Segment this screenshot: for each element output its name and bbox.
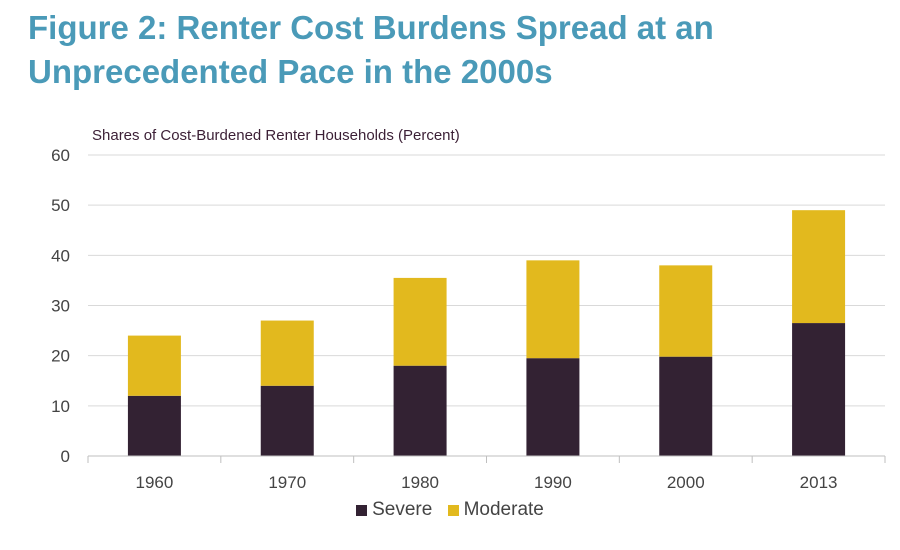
y-tick-label: 60	[51, 146, 70, 165]
bar-severe-1970	[260, 385, 314, 456]
bar-moderate-1960	[127, 335, 181, 396]
figure-title-line-1: Figure 2: Renter Cost Burdens Spread at …	[28, 9, 714, 46]
bar-severe-2000	[659, 356, 713, 456]
gridlines	[88, 154, 885, 407]
bar-severe-1990	[526, 358, 580, 456]
x-tick-label: 1980	[401, 473, 439, 492]
figure-title-line-2: Unprecedented Pace in the 2000s	[28, 53, 553, 90]
figure-title: Figure 2: Renter Cost Burdens Spread at …	[28, 6, 878, 94]
bar-severe-1980	[393, 365, 447, 456]
y-tick-label: 0	[61, 447, 70, 466]
bar-chart: 0 10 20 30 40 50 60 1960 1970 1980 1990 2000 2013	[51, 146, 886, 492]
legend-label-moderate: Moderate	[463, 499, 544, 520]
legend-swatch-moderate	[447, 504, 459, 516]
legend-item-severe: Severe	[356, 499, 432, 521]
y-axis-ticks: 0 10 20 30 40 50 60	[51, 146, 70, 466]
x-axis-ticks: 1960 1970 1980 1990 2000 2013	[87, 456, 886, 492]
x-tick-label: 1990	[534, 473, 572, 492]
x-tick-label: 2013	[800, 473, 838, 492]
y-tick-label: 30	[51, 297, 70, 316]
bar-moderate-1970	[260, 320, 314, 386]
x-tick-label: 2000	[667, 473, 705, 492]
y-axis-title: Shares of Cost-Burdened Renter Household…	[92, 127, 460, 144]
bar-moderate-1980	[393, 277, 447, 366]
y-tick-label: 20	[51, 347, 70, 366]
bar-severe-1960	[127, 395, 181, 456]
bar-moderate-2013	[792, 210, 846, 324]
x-tick-label: 1960	[136, 473, 174, 492]
y-tick-label: 10	[51, 397, 70, 416]
bar-severe-2013	[792, 323, 846, 456]
y-tick-label: 50	[51, 196, 70, 215]
bar-moderate-1990	[526, 260, 580, 359]
x-tick-label: 1970	[268, 473, 306, 492]
legend: Severe Moderate	[0, 499, 900, 522]
y-tick-label: 40	[51, 246, 70, 265]
legend-label-severe: Severe	[372, 499, 433, 520]
bars	[127, 210, 846, 456]
bar-moderate-2000	[659, 265, 713, 357]
legend-swatch-severe	[356, 504, 368, 516]
legend-item-moderate: Moderate	[447, 499, 544, 521]
